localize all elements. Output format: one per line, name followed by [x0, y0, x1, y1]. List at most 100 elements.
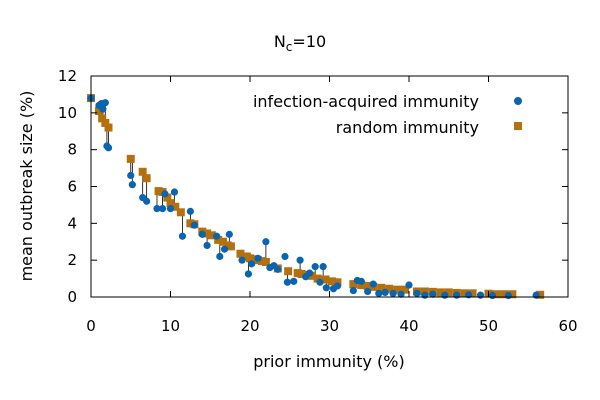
point-random: [176, 208, 185, 217]
point-random: [98, 114, 107, 123]
point-infection-acquired: [220, 245, 229, 253]
legend-label-random: random immunity: [336, 118, 479, 137]
point-infection-acquired: [244, 270, 253, 278]
point-infection-acquired: [349, 286, 357, 295]
point-random: [142, 174, 151, 183]
point-random: [126, 154, 135, 163]
point-random: [420, 287, 429, 296]
point-random: [327, 277, 336, 286]
y-tick-label: 4: [67, 214, 77, 232]
point-infection-acquired: [504, 291, 512, 300]
point-infection-acquired: [311, 263, 319, 271]
y-axis-label: mean outbreak size (%): [17, 91, 36, 282]
point-infection-acquired: [532, 291, 540, 299]
x-tick-label: 0: [86, 317, 96, 335]
legend-label-infection: infection-acquired immunity: [253, 92, 479, 111]
point-random: [297, 269, 306, 278]
legend: infection-acquired immunity random immun…: [253, 92, 522, 137]
point-infection-acquired: [99, 105, 107, 113]
point-infection-acquired: [190, 221, 198, 229]
point-infection-acquired: [281, 252, 289, 261]
point-infection-acquired: [127, 171, 135, 180]
point-random: [104, 123, 113, 132]
point-random: [536, 290, 545, 299]
point-infection-acquired: [104, 144, 113, 152]
x-tick-label: 50: [479, 317, 498, 335]
point-infection-acquired: [476, 291, 485, 299]
point-random: [385, 284, 394, 293]
point-random: [214, 235, 223, 244]
point-infection-acquired: [488, 291, 497, 300]
y-tick-label: 8: [67, 141, 77, 159]
point-infection-acquired: [381, 288, 389, 296]
point-random: [460, 289, 469, 298]
point-random: [508, 290, 517, 299]
point-infection-acquired: [364, 287, 372, 296]
point-infection-acquired: [247, 260, 256, 268]
point-random: [166, 199, 175, 208]
point-infection-acquired: [389, 289, 397, 297]
point-random: [171, 202, 180, 211]
point-infection-acquired: [186, 207, 194, 215]
point-infection-acquired: [316, 278, 324, 286]
point-infection-acquired: [453, 291, 461, 299]
point-infection-acquired: [405, 281, 413, 289]
point-infection-acquired: [333, 282, 342, 290]
point-infection-acquired: [306, 269, 314, 277]
point-random: [468, 289, 477, 298]
chart-title-suffix: =10: [292, 32, 326, 51]
point-infection-acquired: [319, 263, 327, 271]
point-random: [401, 285, 410, 294]
point-infection-acquired: [262, 238, 270, 246]
chart-title-main: N: [274, 32, 286, 51]
point-infection-acquired: [153, 205, 161, 213]
point-random: [236, 249, 245, 258]
point-infection-acquired: [429, 290, 437, 298]
x-tick-label: 20: [240, 317, 259, 335]
point-infection-acquired: [375, 289, 383, 297]
point-infection-acquired: [369, 280, 377, 288]
point-infection-acquired: [296, 256, 304, 264]
point-random: [444, 288, 453, 297]
point-random: [393, 285, 402, 294]
point-infection-acquired: [178, 232, 187, 240]
point-infection-acquired: [397, 290, 405, 298]
point-random: [101, 118, 110, 127]
point-random: [321, 275, 330, 284]
point-infection-acquired: [441, 291, 449, 299]
point-random: [94, 106, 103, 115]
point-infection-acquired: [128, 181, 136, 189]
point-infection-acquired: [238, 256, 246, 264]
point-random: [363, 281, 372, 290]
point-infection-acquired: [198, 230, 206, 238]
point-infection-acquired: [421, 291, 429, 299]
point-infection-acquired: [283, 278, 291, 286]
point-random: [261, 258, 270, 267]
point-infection-acquired: [166, 205, 175, 213]
x-tick-label: 60: [558, 317, 577, 335]
point-infection-acquired: [290, 277, 298, 285]
point-infection-acquired: [158, 205, 167, 213]
x-axis-label: prior immunity (%): [253, 352, 405, 371]
y-tick-label: 6: [67, 178, 77, 196]
x-tick-label: 40: [399, 317, 418, 335]
point-infection-acquired: [413, 289, 421, 297]
chart-title: Nc=10: [274, 32, 326, 54]
x-tick-label: 10: [161, 317, 180, 335]
point-infection-acquired: [203, 241, 211, 250]
point-infection-acquired: [101, 99, 109, 107]
point-random: [349, 280, 358, 289]
point-random: [207, 231, 216, 240]
point-infection-acquired: [161, 190, 169, 198]
point-random: [226, 242, 235, 251]
point-infection-acquired: [143, 197, 151, 205]
point-random: [218, 237, 227, 246]
point-random: [308, 271, 317, 280]
point-random: [500, 290, 509, 299]
data-points: [87, 94, 545, 300]
chart-title-subscript: c: [286, 40, 293, 54]
point-infection-acquired: [254, 254, 262, 262]
svg-text:Nc=10: Nc=10: [274, 32, 326, 54]
y-tick-label: 12: [58, 67, 77, 85]
